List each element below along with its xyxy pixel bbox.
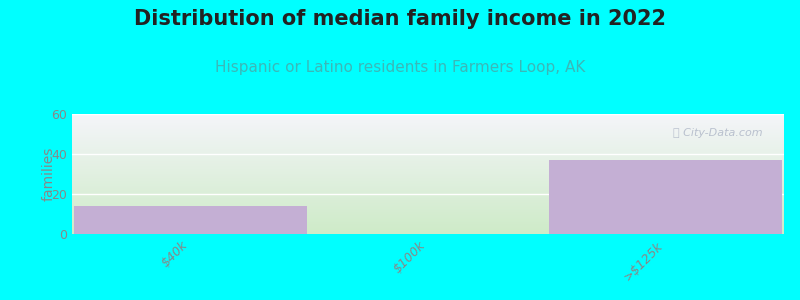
Text: ⓘ City-Data.com: ⓘ City-Data.com xyxy=(673,128,762,138)
Y-axis label: families: families xyxy=(42,147,55,201)
Text: Distribution of median family income in 2022: Distribution of median family income in … xyxy=(134,9,666,29)
Bar xyxy=(74,206,307,234)
Text: Hispanic or Latino residents in Farmers Loop, AK: Hispanic or Latino residents in Farmers … xyxy=(215,60,585,75)
Bar xyxy=(549,160,782,234)
